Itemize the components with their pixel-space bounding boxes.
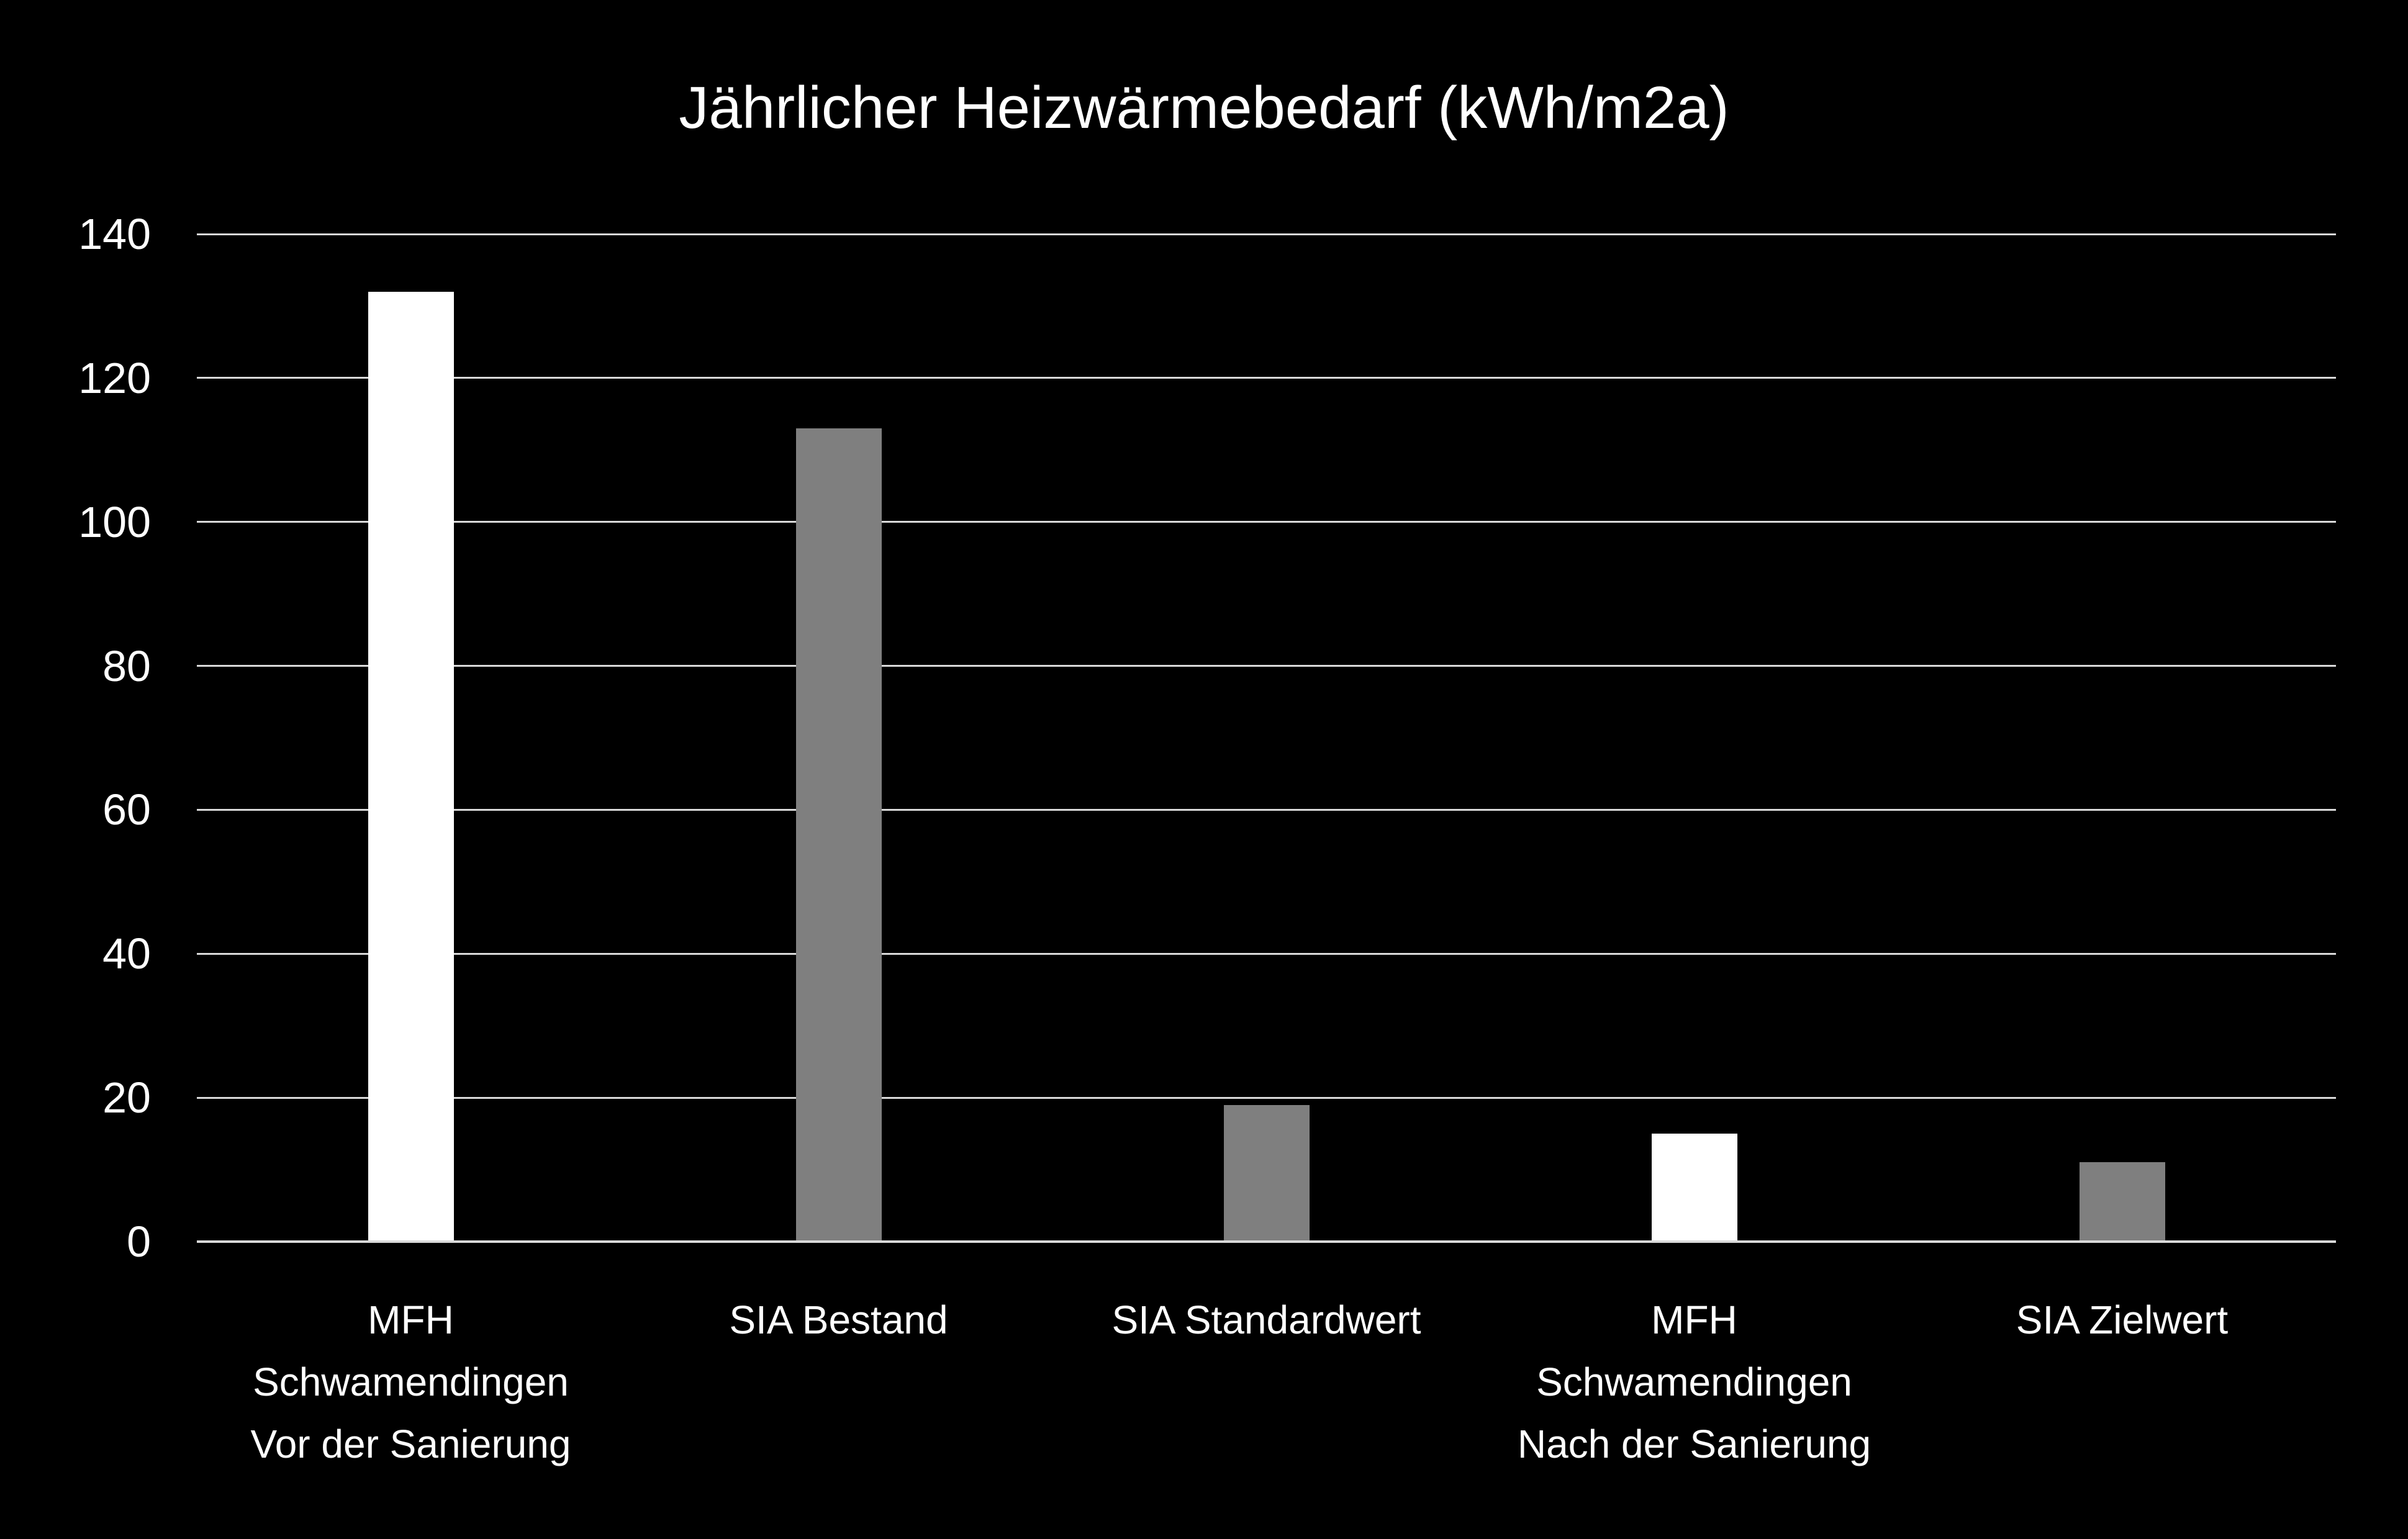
x-axis-category-label-line: SIA Standardwert — [1111, 1298, 1421, 1342]
y-axis-tick-label: 140 — [78, 210, 151, 258]
y-axis-tick-label: 120 — [78, 353, 151, 402]
gridline-y-20 — [197, 1096, 2336, 1099]
x-axis-category-label-2: SIA Bestand — [539, 1289, 1138, 1351]
gridline-y-120 — [197, 377, 2336, 379]
x-axis-category-label-line: SIA Zielwert — [2016, 1298, 2229, 1342]
x-axis-category-label-line: Schwamendingen — [1536, 1360, 1852, 1404]
chart-title: Jährlicher Heizwärmebedarf (kWh/m2a) — [679, 74, 1729, 141]
y-axis-tick-label: 0 — [127, 1217, 151, 1266]
x-axis-category-label-3: SIA Standardwert — [967, 1289, 1566, 1351]
gridline-y-140 — [197, 233, 2336, 235]
x-axis-category-label-line: MFH — [1651, 1298, 1737, 1342]
x-axis-category-label-line: MFH — [368, 1298, 454, 1342]
x-axis-category-label-1: MFH Schwamendingen Vor der Sanierung — [111, 1289, 710, 1475]
x-axis-category-label-5: SIA Zielwert — [1822, 1289, 2408, 1351]
y-axis-tick-label: 20 — [102, 1073, 151, 1122]
x-axis-category-label-line: Schwamendingen — [253, 1360, 569, 1404]
x-axis-line — [197, 1240, 2336, 1243]
bar-2[interactable] — [795, 428, 882, 1242]
y-axis-tick-label: 80 — [102, 641, 151, 690]
bar-3[interactable] — [1223, 1104, 1310, 1242]
gridline-y-40 — [197, 952, 2336, 955]
bar-1[interactable] — [368, 291, 454, 1242]
bar-5[interactable] — [2079, 1162, 2165, 1242]
gridline-y-100 — [197, 521, 2336, 523]
x-axis-category-label-line: Nach der Sanierung — [1517, 1422, 1872, 1466]
gridline-y-80 — [197, 665, 2336, 667]
gridline-y-60 — [197, 808, 2336, 811]
bar-4[interactable] — [1651, 1134, 1737, 1242]
y-axis-tick-label: 100 — [78, 497, 151, 546]
x-axis-category-label-line: SIA Bestand — [729, 1298, 948, 1342]
y-axis-tick-label: 60 — [102, 785, 151, 834]
x-axis-category-label-line: Vor der Sanierung — [250, 1422, 571, 1466]
x-axis-category-label-4: MFH Schwamendingen Nach der Sanierung — [1395, 1289, 1994, 1475]
y-axis-tick-label: 40 — [102, 929, 151, 978]
